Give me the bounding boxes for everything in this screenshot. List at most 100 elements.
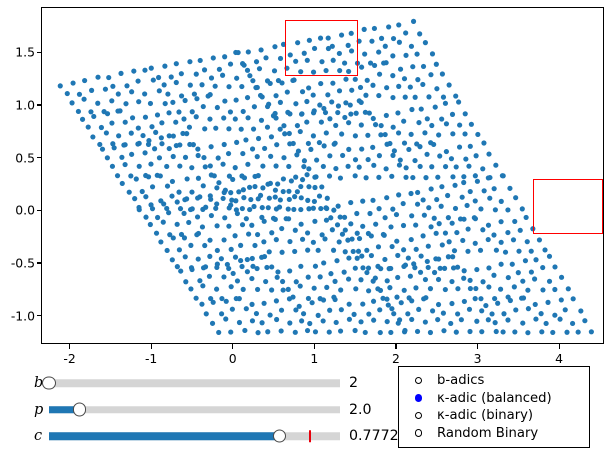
scatter-point [346,120,352,126]
scatter-point [533,316,539,322]
scatter-point [246,231,252,237]
scatter-point [416,306,422,312]
scatter-point [222,98,228,104]
scatter-point [452,182,458,188]
slider-label-c: c [34,428,43,444]
slider-track-c[interactable] [49,429,340,443]
scatter-point [212,83,218,89]
scatter-point [332,278,338,284]
scatter-point [181,116,187,122]
slider-handle-c[interactable] [272,429,287,443]
scatter-point [293,101,299,107]
embedding-selector-legend[interactable]: b-adics κ-adic (balanced) κ-adic (binary) R… [398,366,590,448]
y-tick-mark [36,262,41,264]
scatter-point [394,294,400,300]
radio-unselected-icon[interactable] [415,376,423,385]
scatter-point [377,329,383,336]
scatter-point [386,266,392,272]
scatter-point [435,317,441,323]
scatter-point [240,286,246,292]
slider-track-b[interactable] [42,376,340,390]
scatter-point [292,329,298,335]
scatter-point [396,39,402,45]
scatter-point [335,203,341,209]
scatter-point [182,154,189,160]
slider-c[interactable]: c 0.7772 [0,425,400,447]
scatter-point [182,97,188,104]
scatter-point [317,35,324,41]
scatter-point [221,115,227,121]
radio-option-2[interactable]: κ-adic (binary) [399,407,589,424]
scatter-point [274,274,280,280]
scatter-point [251,203,257,210]
scatter-point [298,69,304,75]
slider-panel: b 2 p 2.0 c 0.7772 [0,366,400,461]
scatter-plot-figure: 1.5 1.0 0.5 0.0 -0.5 -1.0 -2 -1 0 1 2 3 4 [11,7,604,366]
slider-handle-p[interactable] [72,402,87,417]
scatter-point [355,248,362,254]
scatter-point [165,91,171,97]
scatter-point [405,255,411,261]
scatter-point [458,317,464,323]
scatter-point [325,92,331,98]
scatter-point [390,206,396,212]
scatter-point [95,74,101,80]
scatter-point [342,60,348,66]
scatter-point [552,286,558,293]
scatter-point [413,246,419,252]
scatter-point [249,301,255,307]
scatter-point [438,203,444,209]
radio-option-1[interactable]: κ-adic (balanced) [399,390,589,407]
scatter-point [408,236,414,243]
slider-handle-b[interactable] [42,376,56,390]
scatter-point [200,206,206,212]
scatter-point [312,329,319,335]
scatter-point [191,91,197,97]
scatter-point [318,119,324,125]
scatter-point [401,118,407,124]
radio-option-0[interactable]: b-adics [399,372,589,389]
radio-unselected-icon[interactable] [415,411,423,420]
slider-p[interactable]: p 2.0 [0,399,400,421]
scatter-point [395,274,401,280]
scatter-point [220,195,226,202]
scatter-point [520,320,526,326]
scatter-point [259,254,265,260]
slider-track-p[interactable] [49,402,340,417]
radio-option-3[interactable]: Random Binary [399,425,589,442]
scatter-point [259,205,265,211]
scatter-point [453,93,459,99]
scatter-point [294,152,300,158]
scatter-point [401,140,408,146]
scatter-point [479,329,485,335]
scatter-point [236,319,243,326]
radio-unselected-icon[interactable] [415,429,423,437]
scatter-point [245,115,251,121]
scatter-point [540,264,546,271]
radio-selected-icon[interactable] [415,394,423,402]
scatter-point [238,257,244,264]
scatter-point [367,60,374,66]
scatter-point [226,126,232,132]
scatter-point [241,62,247,68]
scatter-point [376,174,382,180]
scatter-point [213,125,219,131]
scatter-point [456,144,463,150]
scatter-point [401,247,407,253]
scatter-point [363,175,369,181]
scatter-point [119,180,125,186]
scatter-point [339,131,345,137]
scatter-point [174,199,180,205]
plot-axes-area[interactable] [41,7,604,344]
scatter-point [129,89,135,95]
scatter-point [389,306,395,312]
scatter-point [453,164,459,170]
scatter-point [346,146,352,152]
scatter-point [356,98,362,104]
scatter-point [428,72,434,78]
scatter-point [464,202,470,209]
scatter-point [409,213,415,219]
scatter-point [208,144,214,150]
scatter-point [146,138,152,144]
